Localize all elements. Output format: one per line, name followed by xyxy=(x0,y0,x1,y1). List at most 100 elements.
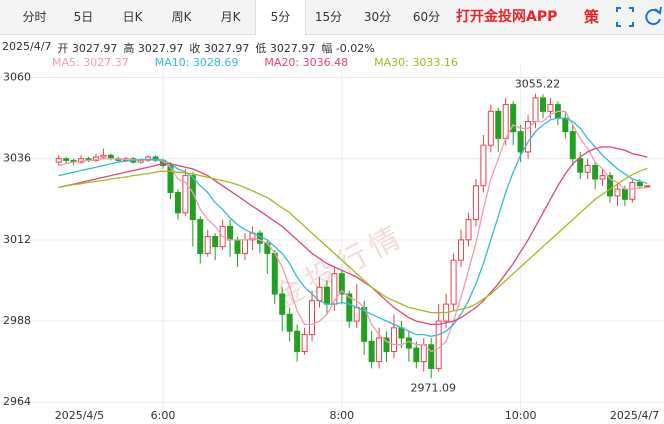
candle-body xyxy=(227,225,234,241)
candle-body xyxy=(525,121,532,153)
candle-body xyxy=(55,158,62,163)
legend-entry: MA5: 3027.37 xyxy=(52,56,129,69)
candle-body xyxy=(435,320,442,369)
candle-body xyxy=(599,175,606,180)
candle-body xyxy=(398,327,405,339)
annotation: 3055.22 xyxy=(515,78,561,91)
candle-body xyxy=(301,334,308,352)
y-tick-label: 2988 xyxy=(3,314,31,327)
candle-body xyxy=(376,337,383,363)
candle-body xyxy=(458,239,465,261)
candle-body xyxy=(100,154,107,158)
candle-body xyxy=(197,219,204,254)
legend-entry: MA30: 3033.16 xyxy=(374,56,458,69)
candle-body xyxy=(480,144,487,187)
legend-entry: MA10: 3028.69 xyxy=(154,56,239,69)
candle-body xyxy=(383,337,390,352)
candle-body xyxy=(331,273,338,305)
ma-line xyxy=(58,146,648,326)
y-tick-label: 2964 xyxy=(3,395,31,408)
x-tick-label: 10:00 xyxy=(505,409,537,422)
candle-body xyxy=(607,175,614,197)
candle-body xyxy=(577,158,584,173)
candle-body xyxy=(309,300,316,336)
candle-body xyxy=(510,104,517,133)
toolbar: 分时 5日 日K 周K 月K 5分 15分 30分 60分 打开金投网APP 策 xyxy=(0,0,664,35)
candle-body xyxy=(472,185,479,221)
candle-body xyxy=(279,293,286,315)
candle-body xyxy=(145,156,152,161)
candle-body xyxy=(152,156,159,161)
tab[interactable]: 60分 xyxy=(412,10,441,24)
info-item: 开 3027.97 xyxy=(57,42,118,55)
candle-body xyxy=(629,181,636,200)
x-tick-label: 2025/4/5 xyxy=(55,409,104,422)
candle-body xyxy=(167,164,174,194)
candle-body xyxy=(323,286,330,305)
tab[interactable]: 月K xyxy=(220,10,241,24)
candle-body xyxy=(495,110,502,139)
candle-body xyxy=(353,307,360,322)
candle-body xyxy=(614,188,621,197)
candle-body xyxy=(420,344,427,363)
x-tick-label: 6:00 xyxy=(151,409,176,422)
candle-body xyxy=(502,104,509,139)
candle-body xyxy=(256,232,263,244)
candle-body xyxy=(413,347,420,363)
x-tick-label: 8:00 xyxy=(329,409,354,422)
candle-body xyxy=(428,344,435,369)
candle-body xyxy=(517,131,524,153)
candle-body xyxy=(92,156,99,161)
y-tick-label: 3060 xyxy=(3,71,31,84)
candle-body xyxy=(621,188,628,200)
candle-body xyxy=(368,340,375,363)
tab[interactable]: 分时 xyxy=(22,10,47,24)
x-tick-label: 2025/4/7 xyxy=(610,409,659,422)
candle-body xyxy=(390,327,397,352)
y-tick-label: 3012 xyxy=(3,233,31,246)
legend: MA5: 3027.37 MA10: 3028.69 MA20: 3036.48 MA… xyxy=(52,56,458,69)
candle-body xyxy=(174,192,181,214)
candle-body xyxy=(592,164,599,180)
tab[interactable]: 15分 xyxy=(314,10,343,24)
candle-body xyxy=(539,97,546,112)
info-item: 高 3027.97 xyxy=(123,42,184,55)
candle-body xyxy=(63,158,70,161)
candle-body xyxy=(234,239,241,254)
candle-body xyxy=(286,313,293,332)
candle-body xyxy=(338,273,345,295)
candle-body xyxy=(487,110,494,146)
ma-line xyxy=(58,167,648,314)
candle-body xyxy=(204,236,211,254)
candle-body xyxy=(547,104,554,112)
candle-body xyxy=(569,131,576,160)
toolbar-icons xyxy=(616,6,662,27)
annotation: 2971.09 xyxy=(410,381,456,394)
ohlc-info: 2025/4/7 开 3027.97 高 3027.97 收 3027.97 低 302… xyxy=(2,40,375,56)
strategy-button[interactable]: 策 xyxy=(584,8,600,26)
candle-body xyxy=(465,219,472,241)
info-item: 低 3027.97 xyxy=(255,42,316,55)
candle-body xyxy=(405,337,412,349)
candle-body xyxy=(584,164,591,173)
info-item: 2025/4/7 xyxy=(2,40,52,53)
info-item: 收 3027.97 xyxy=(189,42,250,55)
tab[interactable]: 30分 xyxy=(363,10,392,24)
candle-body xyxy=(241,239,248,254)
refresh-icon[interactable] xyxy=(645,6,662,26)
tab[interactable]: 5日 xyxy=(73,10,94,24)
candle-body xyxy=(644,185,651,188)
fullscreen-icon[interactable] xyxy=(616,7,634,27)
tab[interactable]: 周K xyxy=(171,10,192,24)
candle-body xyxy=(450,259,457,305)
tab[interactable]: 日K xyxy=(122,10,143,24)
legend-entry: MA20: 3036.48 xyxy=(264,56,349,69)
candle-body xyxy=(271,252,278,295)
app-link[interactable]: 打开金投网APP xyxy=(456,9,558,25)
candle-body xyxy=(532,97,539,123)
tab[interactable]: 5分 xyxy=(255,0,306,35)
candle-body xyxy=(562,117,569,133)
candle-body xyxy=(294,330,301,352)
ma-line xyxy=(58,117,648,337)
